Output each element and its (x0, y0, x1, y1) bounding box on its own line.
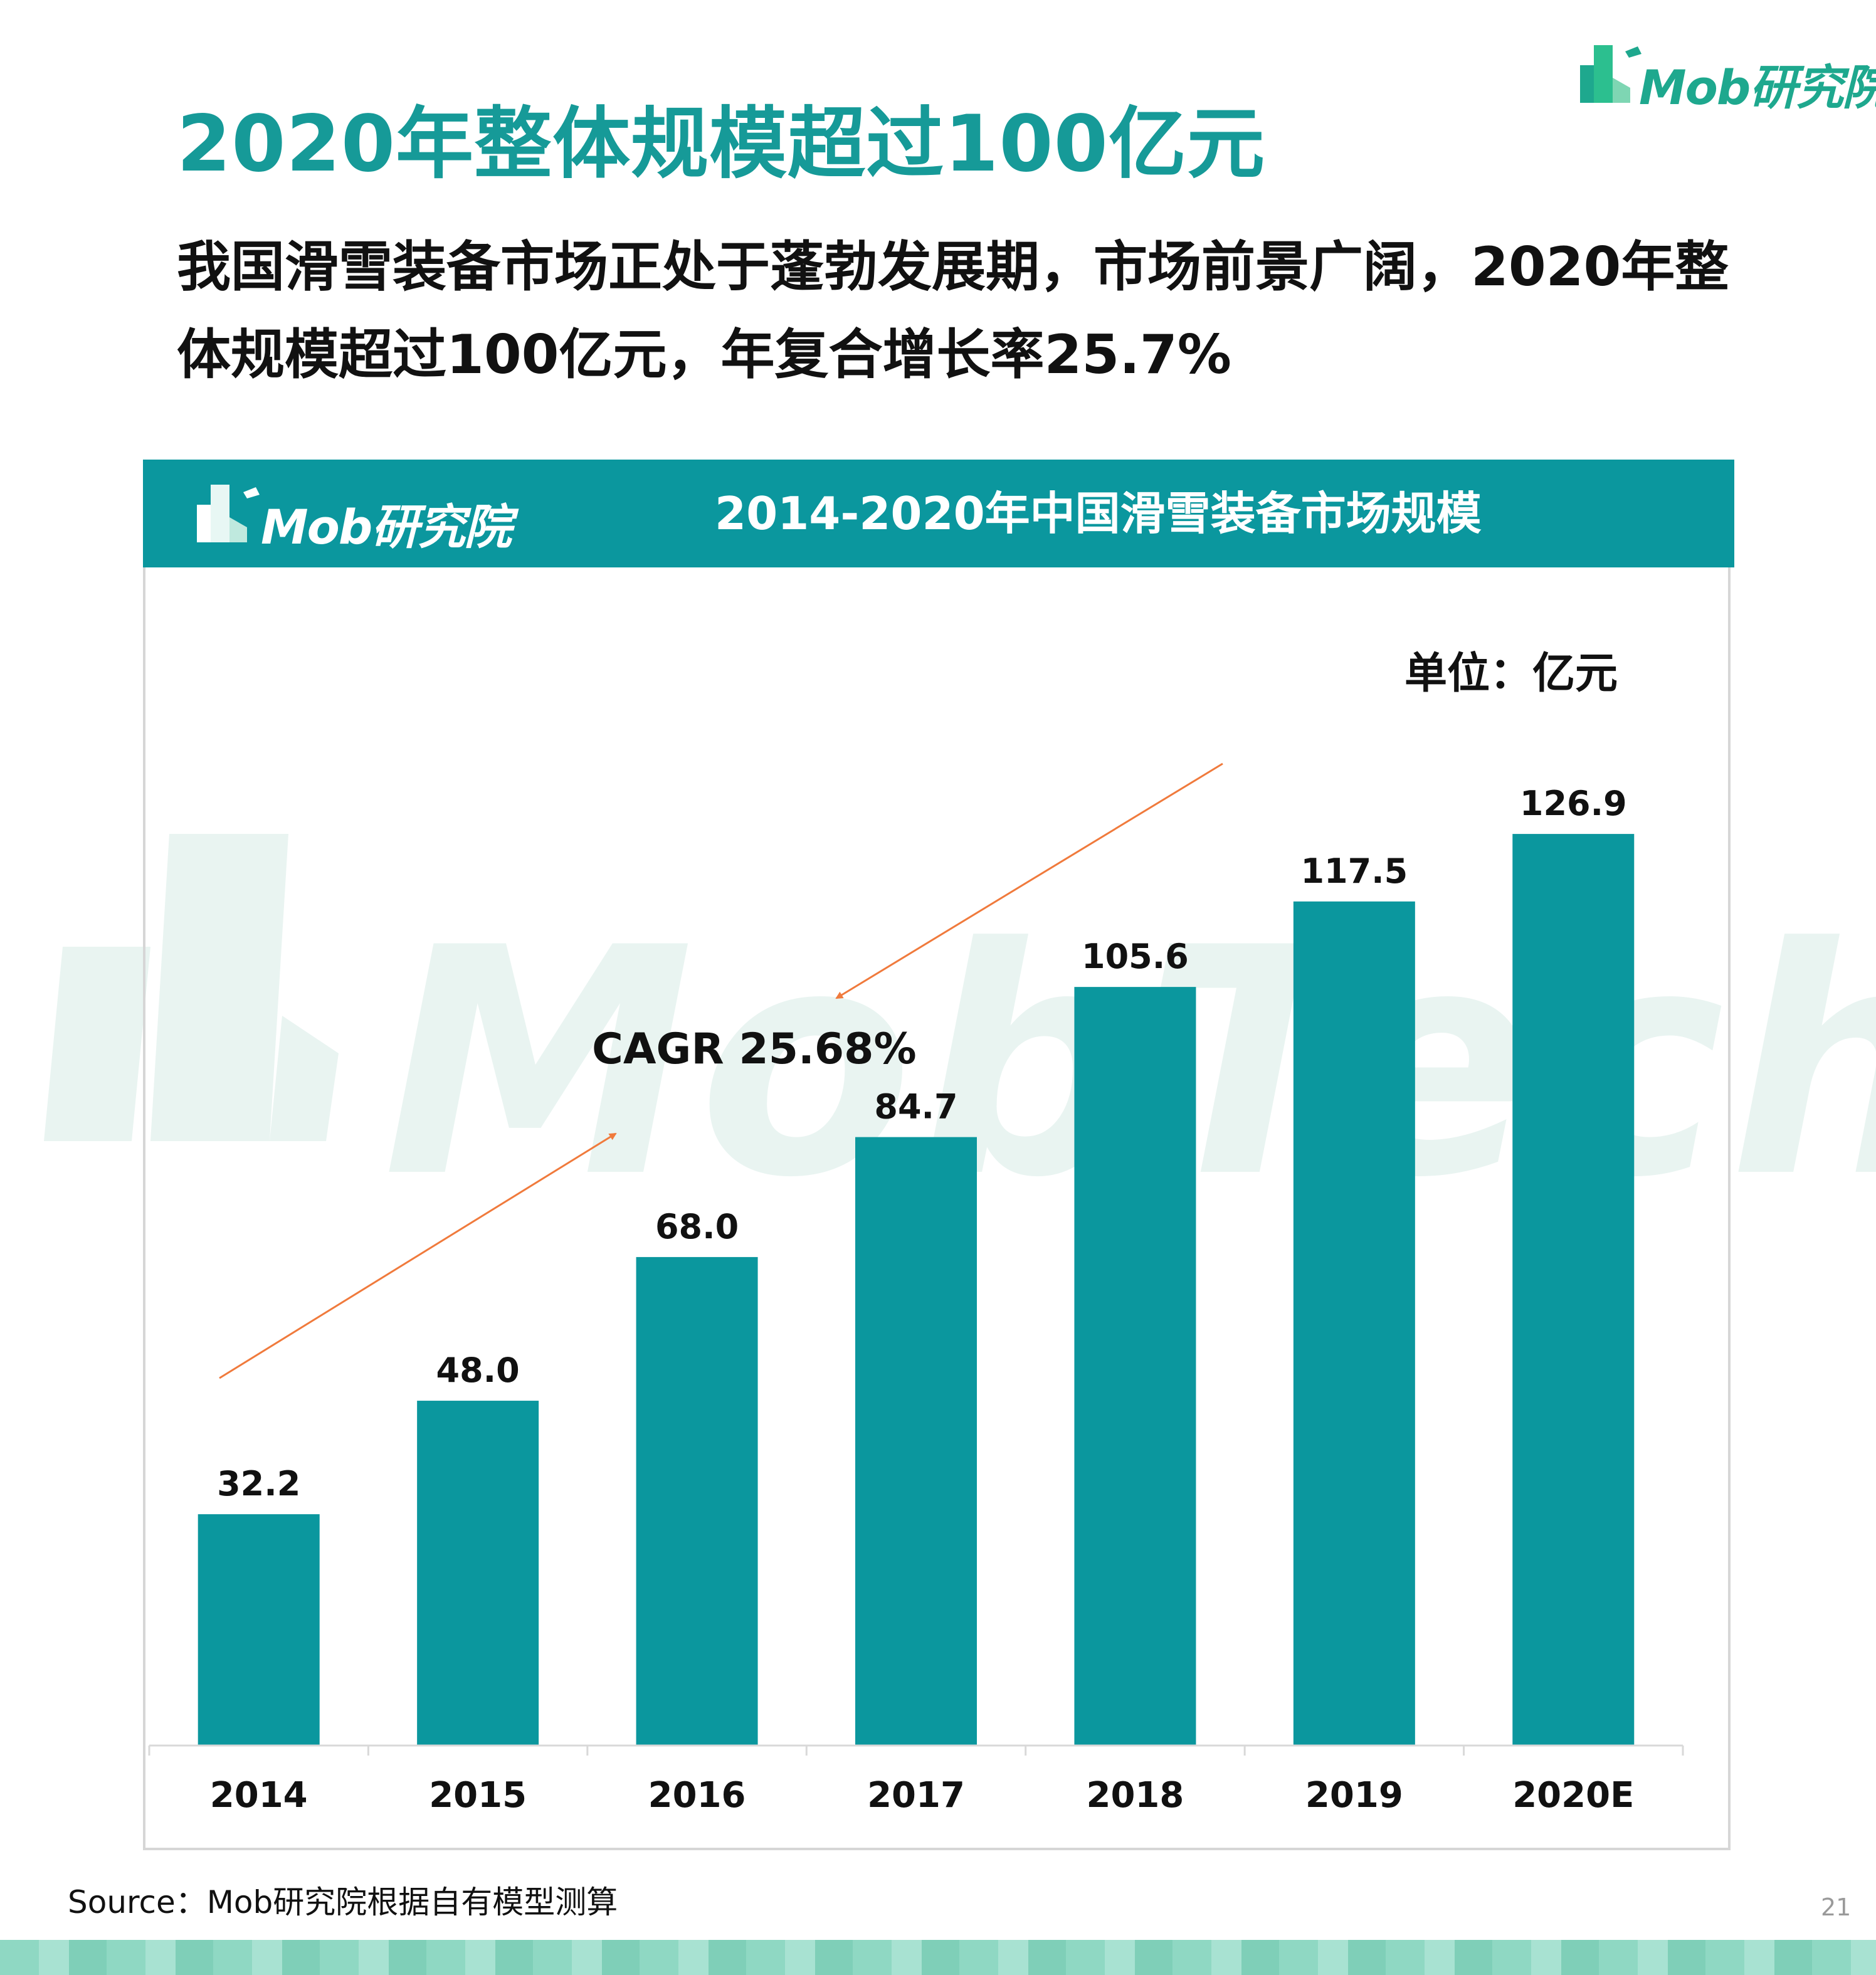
x-tick-label-2015: 2015 (429, 1775, 527, 1816)
x-tick-label-2017: 2017 (867, 1775, 965, 1816)
brand-logo: Mob研究院 (1576, 36, 1876, 115)
data-label-2020E: 126.9 (1520, 784, 1627, 823)
source-note: Source：Mob研究院根据自有模型测算 (68, 1884, 618, 1920)
page-number: 21 (1821, 1893, 1852, 1921)
bar-2020E (1512, 834, 1635, 1746)
building-logo-icon (197, 485, 260, 542)
bar-2016 (636, 1256, 758, 1746)
brand-name: Mob研究院 (1639, 60, 1876, 115)
data-label-2019: 117.5 (1300, 851, 1408, 891)
unit-label: 单位：亿元 (1404, 649, 1618, 698)
footer-band (0, 1940, 1876, 1975)
x-tick-label-2020E: 2020E (1512, 1775, 1634, 1816)
bar-2015 (417, 1401, 539, 1746)
bar-2017 (855, 1137, 977, 1746)
chart-header: Mob研究院 2014-2020年中国滑雪装备市场规模 (143, 460, 1734, 567)
x-tick-label-2014: 2014 (210, 1775, 308, 1816)
x-tick-label-2019: 2019 (1305, 1775, 1403, 1816)
cagr-arrow-lower (219, 1132, 617, 1379)
x-tick-label-2016: 2016 (648, 1775, 746, 1816)
cagr-arrow-upper (835, 762, 1223, 999)
page-subtitle: 我国滑雪装备市场正处于蓬勃发展期，市场前景广阔，2020年整体规模超过100亿元… (177, 236, 1729, 386)
chart-header-logo: Mob研究院 (193, 476, 519, 555)
cagr-annotation: CAGR 25.68% (592, 1024, 917, 1074)
bar-2018 (1074, 987, 1196, 1746)
data-label-2018: 105.6 (1082, 937, 1189, 976)
data-label-2016: 68.0 (655, 1207, 739, 1246)
building-logo-icon (1580, 45, 1641, 103)
chart-title: 2014-2020年中国滑雪装备市场规模 (715, 487, 1482, 540)
data-label-2015: 48.0 (436, 1351, 520, 1390)
chart-header-brand: Mob研究院 (261, 499, 512, 555)
bar-2014 (198, 1514, 320, 1746)
x-tick-label-2018: 2018 (1086, 1775, 1184, 1816)
page-title: 2020年整体规模超过100亿元 (177, 99, 1265, 189)
bar-2019 (1293, 901, 1415, 1746)
data-label-2017: 84.7 (874, 1087, 957, 1127)
data-label-2014: 32.2 (217, 1464, 300, 1504)
